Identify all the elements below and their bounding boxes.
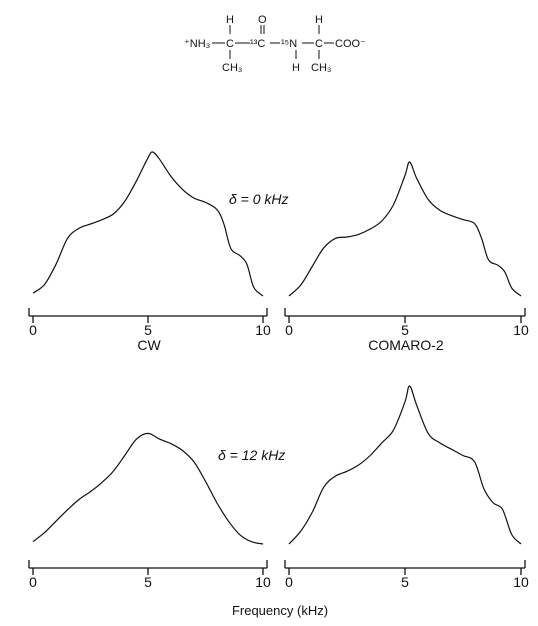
spectrum-panel-cw-delta0: 0 5 10	[28, 151, 271, 338]
x-tick-label: 10	[513, 574, 529, 590]
mol-oxygen: O	[258, 14, 267, 26]
spectrum-panel-comaro2-delta12: 0 5 10	[284, 385, 529, 590]
mol-n15: ¹⁵N	[281, 38, 297, 50]
spectrum-line	[32, 432, 264, 545]
x-tick-label: 0	[285, 574, 293, 590]
mol-h1: H	[226, 14, 234, 26]
spectrum-line	[288, 385, 522, 545]
x-tick-label: 5	[144, 322, 152, 338]
mol-coo: COO⁻	[335, 38, 366, 50]
caption-comaro2: COMARO-2	[368, 337, 444, 353]
mol-ch3-1: CH₃	[222, 62, 242, 74]
x-axis-label: Frequency (kHz)	[232, 603, 328, 618]
molecule-structure: ⁺NH₃ C H CH₃ ¹³C O ¹⁵N H C H CH₃ COO⁻	[184, 14, 366, 74]
x-tick-label: 5	[401, 322, 409, 338]
spectrum-line	[288, 161, 522, 297]
mol-nh-h: H	[292, 62, 300, 74]
spectrum-panel-cw-delta12: 0 5 10	[28, 432, 271, 590]
spectrum-line	[32, 151, 264, 297]
x-axis: 0 5 10	[28, 560, 271, 590]
x-tick-label: 10	[513, 322, 529, 338]
x-axis: 0 5 10	[284, 308, 529, 338]
condition-label-top: δ = 0 kHz	[229, 191, 289, 207]
caption-cw: CW	[137, 337, 161, 353]
spectrum-panel-comaro2-delta0: 0 5 10	[284, 161, 529, 338]
mol-c-alpha1: C	[226, 38, 234, 50]
x-tick-label: 0	[29, 322, 37, 338]
x-tick-label: 0	[29, 574, 37, 590]
x-tick-label: 10	[255, 574, 271, 590]
mol-h2: H	[315, 14, 323, 26]
condition-label-bottom: δ = 12 kHz	[218, 447, 285, 463]
x-tick-label: 5	[144, 574, 152, 590]
x-axis: 0 5 10	[28, 308, 271, 338]
x-axis: 0 5 10	[284, 560, 529, 590]
x-tick-label: 0	[285, 322, 293, 338]
mol-nh3: ⁺NH₃	[184, 38, 210, 50]
mol-carbonyl-c: ¹³C	[250, 38, 265, 50]
mol-c-alpha2: C	[315, 38, 323, 50]
x-tick-label: 5	[401, 574, 409, 590]
mol-ch3-2: CH₃	[311, 62, 331, 74]
x-tick-label: 10	[255, 322, 271, 338]
